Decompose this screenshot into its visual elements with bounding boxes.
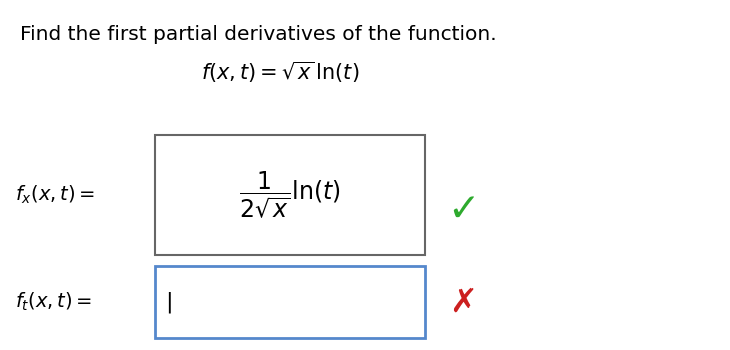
Text: $f_x(x, t) =$: $f_x(x, t) =$ xyxy=(15,184,95,206)
Text: $f(x, t) = \sqrt{x}\,\ln(t)$: $f(x, t) = \sqrt{x}\,\ln(t)$ xyxy=(201,60,359,85)
FancyBboxPatch shape xyxy=(155,135,425,255)
Text: ✗: ✗ xyxy=(449,286,477,318)
Text: $\dfrac{1}{2\sqrt{x}}\ln(t)$: $\dfrac{1}{2\sqrt{x}}\ln(t)$ xyxy=(239,169,341,221)
FancyBboxPatch shape xyxy=(155,266,425,338)
Text: $f_t(x, t) =$: $f_t(x, t) =$ xyxy=(15,291,92,313)
Text: Find the first partial derivatives of the function.: Find the first partial derivatives of th… xyxy=(20,25,496,44)
Text: ✓: ✓ xyxy=(447,190,480,229)
Text: |: | xyxy=(165,291,172,313)
